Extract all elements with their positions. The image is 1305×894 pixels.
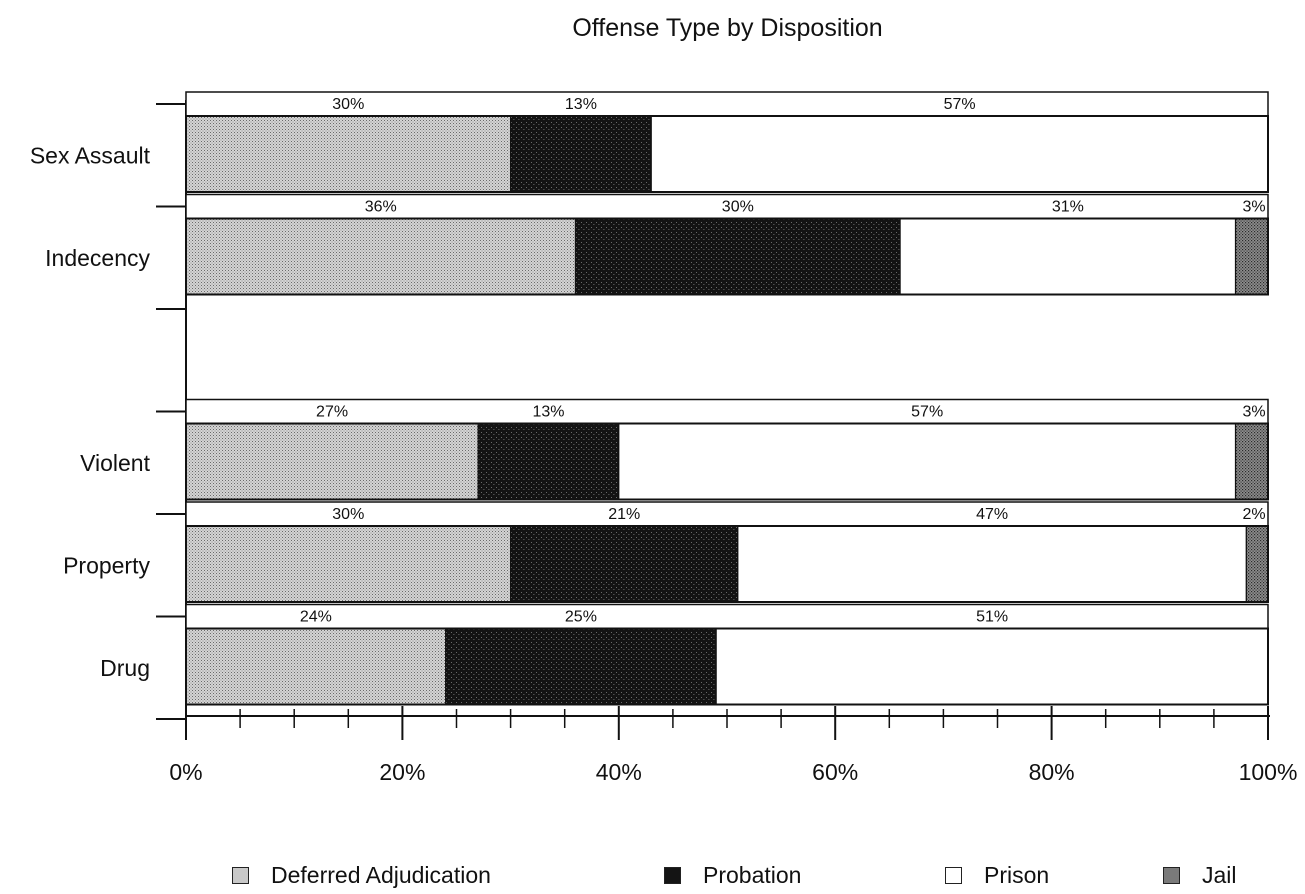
data-label: 57% — [944, 96, 976, 113]
data-label: 25% — [565, 609, 597, 626]
data-label: 27% — [316, 404, 348, 421]
data-label: 51% — [976, 609, 1008, 626]
x-tick-label: 20% — [379, 759, 425, 785]
bar-segment-deferred — [185, 217, 577, 296]
data-label: 3% — [1242, 199, 1265, 216]
bar-segment-deferred — [185, 115, 512, 193]
bar-segment-prison — [737, 525, 1247, 603]
x-tick-label: 0% — [169, 759, 202, 785]
bar-segment-deferred — [185, 525, 512, 603]
label-strip — [185, 398, 1269, 425]
bar-frame — [185, 422, 1269, 501]
legend-item-prison: Prison — [945, 862, 1049, 889]
bar-segment-jail — [1245, 525, 1269, 603]
legend-swatch-jail — [1163, 867, 1180, 884]
x-tick-label: 100% — [1239, 759, 1298, 785]
data-label: 36% — [365, 199, 397, 216]
label-strip — [185, 501, 1269, 527]
data-label: 13% — [565, 96, 597, 113]
label-strip — [185, 603, 1269, 630]
data-label: 2% — [1242, 506, 1265, 523]
legend-swatch-prison — [945, 867, 962, 884]
stacked-bar-chart: 0% 20% 40% 60% 80% 100% Sex Assault 30% 13% 57% In… — [30, 91, 1298, 785]
y-category-label: Indecency — [45, 245, 150, 271]
y-category-label: Sex Assault — [30, 142, 151, 168]
bar-segment-probation — [445, 627, 717, 706]
data-label: 24% — [300, 609, 332, 626]
legend-item-deferred: Deferred Adjudication — [232, 862, 491, 889]
label-strip — [185, 91, 1269, 117]
bar-segment-probation — [477, 422, 620, 501]
legend-label: Probation — [703, 862, 802, 888]
bar-segment-probation — [510, 525, 739, 603]
bar-frame — [185, 115, 1269, 193]
data-label: 30% — [332, 506, 364, 523]
legend-label: Prison — [984, 862, 1050, 888]
bar-segment-prison — [618, 422, 1237, 501]
y-category-label: Violent — [80, 450, 151, 476]
bar-segment-probation — [510, 115, 652, 193]
data-label: 21% — [608, 506, 640, 523]
data-label: 47% — [976, 506, 1008, 523]
data-label: 30% — [722, 199, 754, 216]
data-label: 57% — [911, 404, 943, 421]
bar-segment-prison — [650, 115, 1269, 193]
data-label: 13% — [532, 404, 564, 421]
bar-segment-deferred — [185, 627, 447, 706]
legend-swatch-probation — [664, 867, 681, 884]
data-label: 30% — [332, 96, 364, 113]
label-strip — [185, 193, 1269, 220]
y-category-label: Drug — [100, 655, 150, 681]
y-category-label: Property — [63, 552, 150, 578]
x-tick-label: 40% — [596, 759, 642, 785]
x-tick-label: 80% — [1029, 759, 1075, 785]
bar-segment-probation — [574, 217, 901, 296]
data-label: 31% — [1052, 199, 1084, 216]
bar-segment-prison — [715, 627, 1269, 706]
x-tick-label: 60% — [812, 759, 858, 785]
data-label: 3% — [1242, 404, 1265, 421]
legend-label: Jail — [1202, 862, 1237, 888]
bar-frame — [185, 217, 1269, 296]
bar-segment-prison — [899, 217, 1237, 296]
legend-item-probation: Probation — [664, 862, 801, 889]
bar-frame — [185, 525, 1269, 603]
legend-label: Deferred Adjudication — [271, 862, 491, 888]
chart-title: Offense Type by Disposition — [572, 14, 883, 42]
bar-frame — [185, 627, 1269, 706]
legend-swatch-deferred — [232, 867, 249, 884]
bar-segment-deferred — [185, 422, 479, 501]
bar-segment-jail — [1234, 422, 1269, 501]
bar-segment-jail — [1234, 217, 1269, 296]
legend: Deferred Adjudication Probation Prison J… — [0, 862, 1305, 894]
legend-item-jail: Jail — [1163, 862, 1237, 889]
